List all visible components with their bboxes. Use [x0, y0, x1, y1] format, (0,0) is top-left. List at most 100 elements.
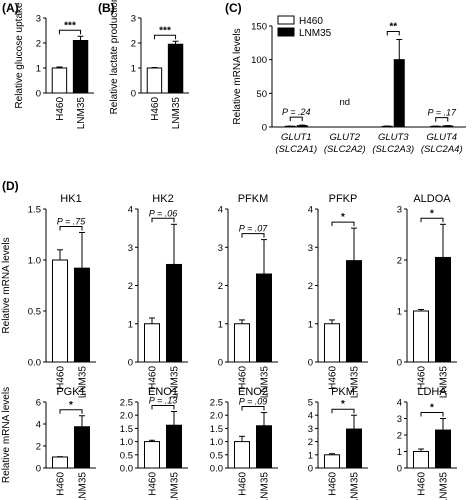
- y-tick-label: 2: [397, 256, 402, 267]
- chart-pkm: 0 1 2 3 4 5 H460 LNM35 *PKM: [308, 386, 368, 500]
- y-tick-label: 0.0: [210, 464, 223, 475]
- chart-title: ENO2: [238, 386, 268, 398]
- significance-bracket: [331, 408, 355, 414]
- chart-title: PFKP: [329, 193, 358, 205]
- group-label: GLUT1: [281, 132, 312, 143]
- significance-annotation: *: [430, 403, 434, 414]
- y-tick-label: 1.5: [28, 205, 41, 216]
- bar-lnm35: [296, 125, 308, 128]
- y-axis-label: Relative glucose uptake: [14, 2, 25, 109]
- x-tick-label-h460: H460: [55, 97, 66, 121]
- bar-h460: [146, 67, 163, 94]
- y-tick-label: 4: [218, 205, 223, 216]
- y-tick-label: 4: [36, 420, 41, 431]
- y-tick-label: 0: [308, 464, 313, 475]
- y-axis-label: Relative mRNA levels: [1, 387, 12, 483]
- significance-bracket: [435, 117, 449, 122]
- bar-lnm35: [256, 273, 272, 363]
- significance-bracket: [59, 409, 83, 414]
- chart-title: PKM: [331, 386, 355, 398]
- y-tick-label: 2: [308, 281, 313, 292]
- y-tick-label: 0.5: [210, 450, 223, 461]
- y-axis-label: Relative mRNA levels: [232, 28, 243, 124]
- y-tick-label: 0.5: [120, 450, 133, 461]
- significance-annotation: P = .75: [57, 216, 86, 226]
- x-tick-label-h460: H460: [56, 366, 67, 390]
- bar-lnm35: [256, 425, 272, 469]
- chart-title: PFKM: [238, 193, 269, 205]
- y-tick-label: 3: [36, 14, 41, 25]
- y-tick-label: 0: [218, 358, 223, 369]
- bar-h460: [413, 451, 429, 469]
- y-tick-label: 2: [131, 39, 136, 50]
- bar-lnm35: [167, 43, 184, 94]
- chart-title: ALDOA: [413, 193, 451, 205]
- x-tick-label-lnm35: LNM35: [78, 472, 89, 500]
- chart-b: 0 1 2 3 H460 LNM35 *** Relative lactate product…: [109, 0, 189, 129]
- bar-h460: [52, 259, 68, 363]
- significance-annotation: ***: [64, 20, 76, 31]
- significance-annotation: *: [430, 208, 434, 219]
- y-tick-label: 2: [128, 281, 133, 292]
- y-tick-label: 0: [36, 89, 41, 100]
- y-tick-label: 1: [128, 319, 133, 330]
- x-tick-label-lnm35: LNM35: [78, 366, 89, 399]
- bar-lnm35: [435, 429, 451, 469]
- chart-ldha: 0 1 2 3 4 H460 LNM35 * LDHA: [397, 386, 457, 500]
- not-detected-label: nd: [339, 97, 350, 108]
- x-tick-label-h460: H460: [150, 97, 161, 121]
- significance-annotation: P = .17: [428, 108, 457, 118]
- bar-lnm35: [72, 40, 89, 94]
- chart-hk1: 0.0 0.5 1.0 1.5 H460 LNM35 P = .75 HK1 Relative …: [1, 193, 96, 398]
- y-tick-label: 0: [397, 358, 402, 369]
- y-tick-label: 1: [218, 319, 223, 330]
- y-axis-label: Relative lactate production: [109, 0, 120, 114]
- significance-bracket: [59, 225, 83, 231]
- bar-h460: [413, 310, 429, 363]
- y-tick-label: 3: [308, 243, 313, 254]
- group-sublabel: (SLC2A3): [372, 144, 414, 155]
- y-tick-label: 1: [36, 64, 41, 75]
- y-tick-label: 3: [397, 414, 402, 425]
- significance-bracket: [420, 412, 444, 417]
- y-tick-label: 4: [308, 205, 313, 216]
- y-tick-label: 1: [131, 64, 136, 75]
- y-tick-label: 0.0: [120, 464, 133, 475]
- x-tick-label-h460: H460: [238, 366, 249, 390]
- y-tick-label: 1: [397, 307, 402, 318]
- legend-label-lnm35: LNM35: [299, 28, 332, 39]
- bar-h460: [52, 456, 68, 469]
- chart-title: PGK1: [56, 386, 85, 398]
- y-tick-label: 0: [308, 358, 313, 369]
- panel-label: (C): [225, 1, 242, 15]
- bar-lnm35: [74, 426, 90, 469]
- x-tick-label-h460: H460: [238, 472, 249, 496]
- y-tick-label: 0: [397, 464, 402, 475]
- chart-aldoa: 0 1 2 3 H460 LNM35 * ALDOA: [397, 193, 457, 398]
- x-tick-label-h460: H460: [328, 366, 339, 390]
- chart-title: HK1: [60, 193, 81, 205]
- significance-bracket: [386, 30, 400, 36]
- significance-bracket: [241, 406, 265, 411]
- x-tick-label-lnm35: LNM35: [171, 97, 182, 130]
- y-tick-label: 1: [308, 450, 313, 461]
- y-tick-label: 100: [251, 55, 267, 66]
- x-tick-label-h460: H460: [56, 472, 67, 496]
- x-tick-label-lnm35: LNM35: [170, 366, 181, 399]
- bar-h460: [234, 323, 250, 363]
- y-tick-label: 2: [36, 442, 41, 453]
- x-tick-label-h460: H460: [328, 472, 339, 496]
- panel-label: (D): [2, 179, 19, 193]
- bar-lnm35: [346, 428, 362, 469]
- bar-lnm35: [166, 263, 182, 363]
- y-tick-label: 2.5: [120, 398, 133, 409]
- bar-lnm35: [435, 256, 451, 363]
- y-tick-label: 5: [308, 398, 313, 409]
- x-tick-label-lnm35: LNM35: [76, 97, 87, 130]
- bar-h460: [234, 441, 250, 469]
- bar-h460: [144, 441, 160, 469]
- panel-label: (A): [2, 1, 19, 15]
- y-tick-label: 1: [308, 319, 313, 330]
